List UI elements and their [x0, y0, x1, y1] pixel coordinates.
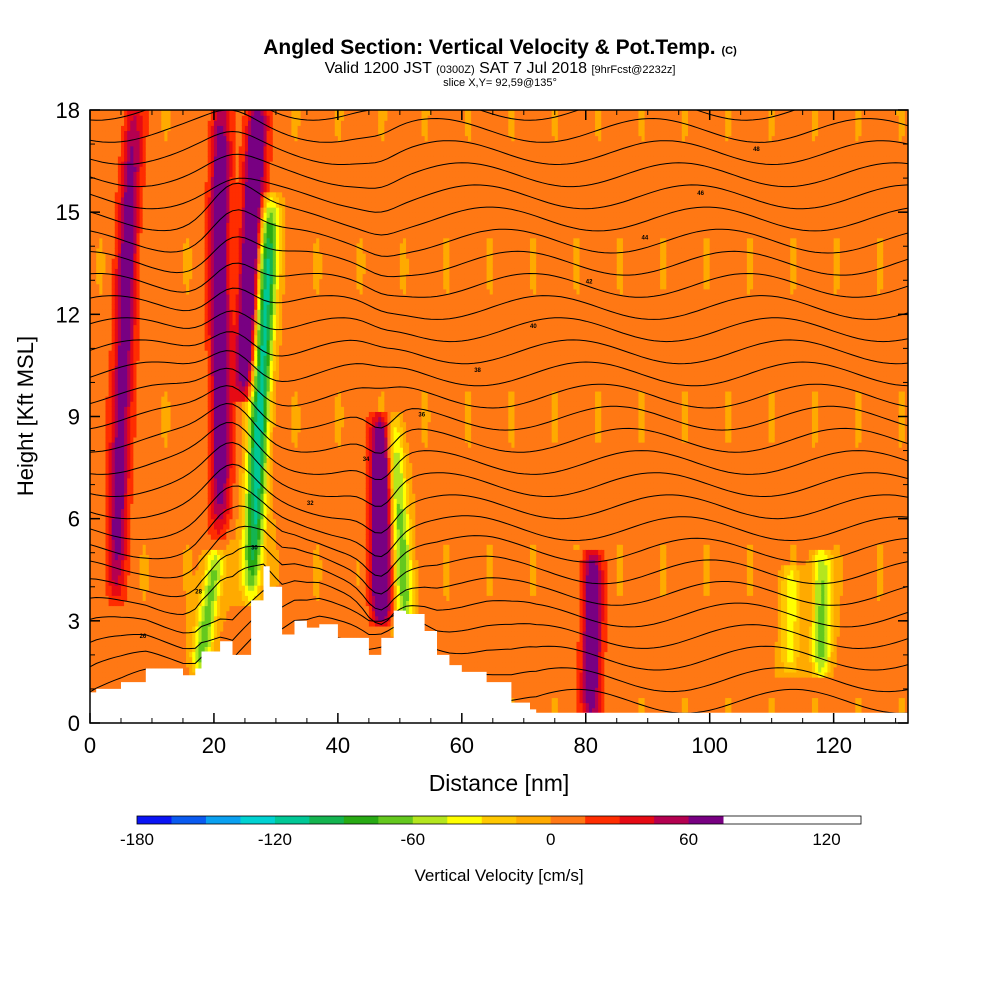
velocity-field — [90, 110, 909, 724]
